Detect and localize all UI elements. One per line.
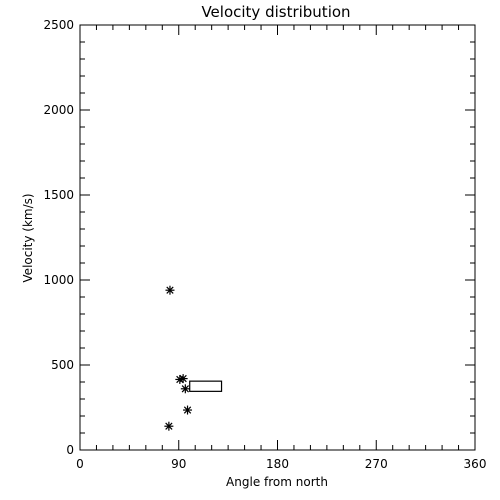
annotation-layer — [189, 380, 223, 392]
y-tick-label: 2000 — [43, 103, 74, 117]
data-point — [175, 374, 185, 384]
y-tick-label: 1500 — [43, 188, 74, 202]
data-point — [178, 374, 188, 384]
x-axis-title: Angle from north — [226, 475, 328, 489]
y-axis-title: Velocity (km/s) — [21, 193, 35, 282]
y-tick-label: 500 — [51, 358, 74, 372]
x-axis: 0 90 180 270 360 — [76, 25, 486, 471]
y-axis: 0 500 1000 1500 2000 2500 — [43, 18, 475, 457]
y-tick-label: 0 — [66, 443, 74, 457]
data-point — [164, 421, 174, 431]
range-box — [189, 380, 223, 392]
x-tick-label: 360 — [464, 457, 487, 471]
y-tick-label: 2500 — [43, 18, 74, 32]
y-tick-label: 1000 — [43, 273, 74, 287]
x-tick-label: 180 — [266, 457, 289, 471]
chart-title: Velocity distribution — [201, 3, 350, 21]
x-tick-label: 0 — [76, 457, 84, 471]
data-point — [183, 405, 193, 415]
data-point — [165, 285, 175, 295]
data-point — [180, 384, 190, 394]
x-tick-label: 90 — [171, 457, 186, 471]
data-points — [164, 285, 193, 431]
x-tick-label: 270 — [365, 457, 388, 471]
plot-frame — [79, 24, 476, 451]
